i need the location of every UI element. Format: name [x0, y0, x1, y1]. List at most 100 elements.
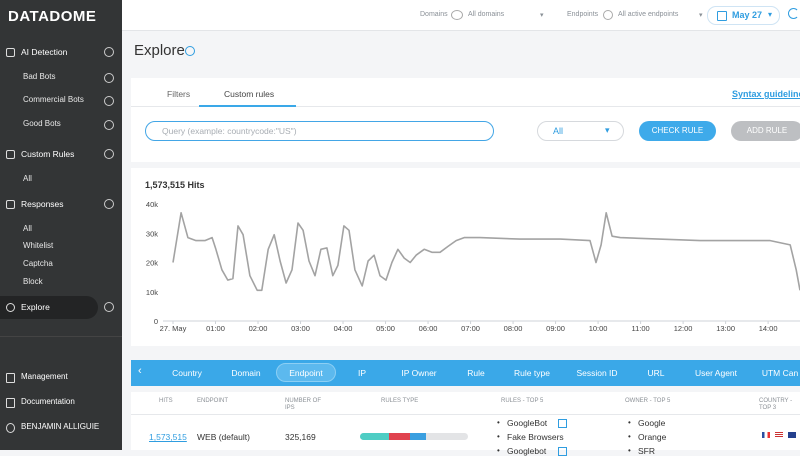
dimension-tab[interactable]: Country: [172, 368, 202, 378]
ips-cell: 325,169: [285, 432, 316, 442]
info-icon: [104, 47, 114, 57]
menu-item[interactable]: Commercial Bots: [23, 95, 84, 104]
table-header: NUMBER OF IPS: [285, 398, 321, 411]
dimension-tab[interactable]: Endpoint: [289, 368, 323, 378]
info-icon: [104, 120, 114, 130]
dimension-tab[interactable]: IP Owner: [401, 368, 437, 378]
info-icon: [603, 10, 613, 20]
domains-value: All domains: [468, 11, 505, 18]
bar-segment: [360, 433, 389, 440]
rule-select[interactable]: All ▾: [537, 121, 624, 141]
menu-icon: [6, 303, 15, 312]
table-header: RULES TYPE: [381, 398, 419, 404]
menu-item[interactable]: Block: [23, 277, 43, 286]
date-button[interactable]: May 27 ▾: [707, 6, 780, 25]
table-header: RULES - TOP 5: [501, 398, 544, 404]
dimension-tab[interactable]: UTM Can: [761, 368, 799, 378]
bullet: •: [628, 418, 631, 427]
footer-item[interactable]: BENJAMIN ALLIGUIE: [21, 422, 100, 431]
menu-header[interactable]: Custom Rules: [21, 149, 75, 159]
tab-divider: [131, 106, 800, 107]
add-rule-button[interactable]: ADD RULE: [731, 121, 800, 141]
topbar: Domains All domains ▾ Endpoints All activ…: [122, 0, 800, 31]
dimension-tab[interactable]: URL: [647, 368, 665, 378]
menu-icon: [6, 150, 15, 159]
rule-item: Fake Browsers: [507, 432, 564, 442]
caret: ▾: [699, 12, 703, 19]
rules-type-bar: [360, 433, 468, 440]
info-icon: [104, 96, 114, 106]
info-icon: [104, 199, 114, 209]
domains-select[interactable]: All domains ▾: [468, 11, 548, 19]
tab[interactable]: Custom rules: [224, 89, 275, 99]
dimension-bar: ‹ Country Domain Endpoint IP IP Owner Rule Rul…: [131, 360, 800, 386]
refresh-button[interactable]: [788, 8, 799, 19]
dimension-tab[interactable]: Domain: [231, 368, 261, 378]
owner-item: Orange: [638, 432, 667, 442]
flag: [775, 432, 783, 438]
table-header: COUNTRY - TOP 3: [759, 398, 793, 411]
endpoints-label: Endpoints: [567, 11, 599, 18]
rule-item: Googlebot: [507, 446, 547, 456]
active-pill: [276, 363, 336, 382]
info-icon: [104, 302, 114, 312]
bullet: •: [497, 432, 500, 441]
table-card: HITS ENDPOINT NUMBER OF IPS RULES TYPE RULES…: [131, 392, 800, 456]
external-link[interactable]: [558, 419, 567, 428]
footer-item[interactable]: Documentation: [21, 397, 75, 406]
menu-item[interactable]: Good Bots: [23, 119, 61, 128]
syntax-link[interactable]: Syntax guideline: [732, 89, 800, 99]
bullet: •: [628, 432, 631, 441]
bullet: •: [628, 446, 631, 455]
sidebar-divider: [0, 336, 122, 337]
flag: [762, 432, 770, 438]
caret: ▾: [605, 125, 610, 135]
sidebar: DATADOME AI Detection Bad Bots Commercial …: [0, 0, 122, 450]
menu-icon: [6, 200, 15, 209]
footer-item[interactable]: Management: [21, 372, 68, 381]
menu-item[interactable]: Whitelist: [23, 241, 54, 250]
bullet: •: [497, 418, 500, 427]
menu-item[interactable]: All: [23, 174, 32, 183]
endpoints-select[interactable]: All active endpoints ▾: [618, 11, 708, 19]
menu-header[interactable]: Responses: [21, 199, 64, 209]
tab[interactable]: Filters: [167, 89, 191, 99]
info-icon: [185, 46, 195, 56]
owner-item: Google: [638, 418, 666, 428]
calendar-icon: [717, 11, 727, 21]
menu-header[interactable]: AI Detection: [21, 47, 68, 57]
footer-icon: [6, 423, 15, 433]
table-header: OWNER - TOP 5: [625, 398, 671, 404]
bar-segment: [410, 433, 426, 440]
hits-link[interactable]: 1,573,515: [149, 432, 187, 442]
dimension-tab[interactable]: Rule type: [514, 368, 550, 378]
check-rule-button[interactable]: CHECK RULE: [639, 121, 716, 141]
info-icon: [104, 149, 114, 159]
dimension-tab[interactable]: User Agent: [694, 368, 738, 378]
menu-header[interactable]: Explore: [21, 302, 50, 312]
header-divider: [131, 414, 800, 415]
dimension-tab[interactable]: Rule: [467, 368, 485, 378]
menu-icon: [6, 48, 15, 57]
dimension-tab[interactable]: Session ID: [576, 368, 618, 378]
table-header: HITS: [159, 398, 173, 404]
prev-arrow[interactable]: ‹: [138, 365, 142, 377]
dimension-tab[interactable]: IP: [357, 368, 367, 378]
page-title: Explore: [134, 42, 185, 59]
table-header: ENDPOINT: [197, 398, 229, 404]
query-input[interactable]: Query (example: countrycode:"US"): [145, 121, 494, 141]
query-card: Syntax guideline Query (example: country…: [131, 78, 800, 162]
flag: [788, 432, 796, 438]
footer-icon: [6, 373, 15, 383]
menu-item[interactable]: Bad Bots: [23, 72, 56, 81]
brand-logo[interactable]: DATADOME: [8, 8, 97, 25]
menu-item[interactable]: Captcha: [23, 259, 53, 268]
endpoint-cell: WEB (default): [197, 432, 250, 442]
bullet: •: [497, 446, 500, 455]
external-link[interactable]: [558, 447, 567, 456]
menu-item[interactable]: All: [23, 224, 32, 233]
caret: ▾: [768, 10, 773, 19]
domains-label: Domains: [420, 11, 448, 18]
chart-card: [131, 168, 800, 346]
info-icon: [104, 73, 114, 83]
